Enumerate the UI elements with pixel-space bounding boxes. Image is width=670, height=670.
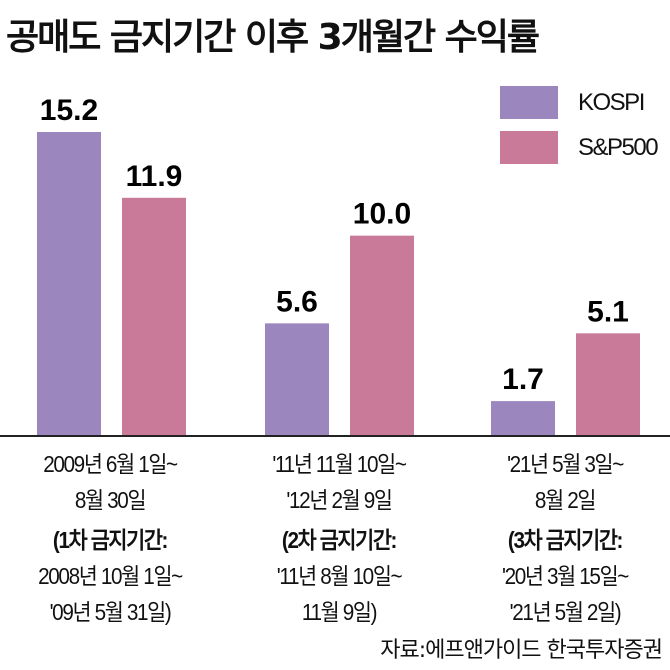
category-period: '12년 2월 9일: [286, 487, 392, 513]
bar-sp500-1: [350, 235, 414, 435]
category-ban-period: 2008년 10월 1일~: [38, 563, 183, 589]
data-label: 10.0: [353, 198, 411, 231]
category-ban-period: 11월 9일): [301, 599, 378, 625]
category-period: 8월 2일: [534, 487, 596, 513]
data-label: 11.9: [126, 160, 183, 193]
bar-kospi-0: [37, 132, 101, 435]
category-period: 8월 30일: [74, 487, 147, 513]
legend-label: S&P500: [578, 133, 659, 161]
bar-kospi-1: [265, 323, 329, 435]
legend-swatch: [500, 86, 558, 119]
chart-title: 공매도 금지기간 이후 3개월간 수익률: [6, 17, 540, 58]
category-label: 2009년 6월 1일~ 8월 30일 (1차 금지기간: 2008년 10월 1일~…: [11, 446, 209, 630]
legend-swatch: [500, 131, 558, 164]
legend-item-kospi: KOSPI: [500, 86, 645, 119]
category-label: '21년 5월 3일~ 8월 2일 (3차 금지기간: '20년 3월 15일~ '21…: [466, 446, 664, 630]
category-ban-period: (3차 금지기간:: [507, 527, 623, 553]
data-label: 5.1: [587, 295, 629, 328]
legend-label: KOSPI: [578, 88, 645, 116]
data-label: 15.2: [40, 94, 98, 127]
bar-kospi-2: [491, 401, 555, 435]
category-ban-period: '20년 3월 15일~: [501, 563, 629, 589]
bar-sp500-2: [576, 333, 640, 435]
category-ban-period: (2차 금지기간:: [281, 527, 397, 553]
data-label: 1.7: [502, 363, 544, 396]
category-ban-period: '21년 5월 2일): [509, 599, 622, 625]
category-period: '21년 5월 3일~: [507, 451, 624, 477]
source-note: 자료:에프앤가이드 한국투자증권: [380, 638, 663, 663]
category-period: 2009년 6월 1일~: [43, 451, 178, 477]
data-label: 5.6: [276, 285, 318, 318]
category-ban-period: '09년 5월 31일): [49, 599, 172, 625]
legend-item-sp500: S&P500: [500, 131, 659, 164]
bar-sp500-0: [122, 197, 186, 435]
category-ban-period: (1차 금지기간:: [52, 527, 168, 553]
category-label: '11년 11월 10일~ '12년 2월 9일 (2차 금지기간: '11년 8월 …: [240, 446, 438, 630]
category-period: '11년 11월 10일~: [272, 451, 406, 477]
category-ban-period: '11년 8월 10일~: [276, 563, 403, 589]
